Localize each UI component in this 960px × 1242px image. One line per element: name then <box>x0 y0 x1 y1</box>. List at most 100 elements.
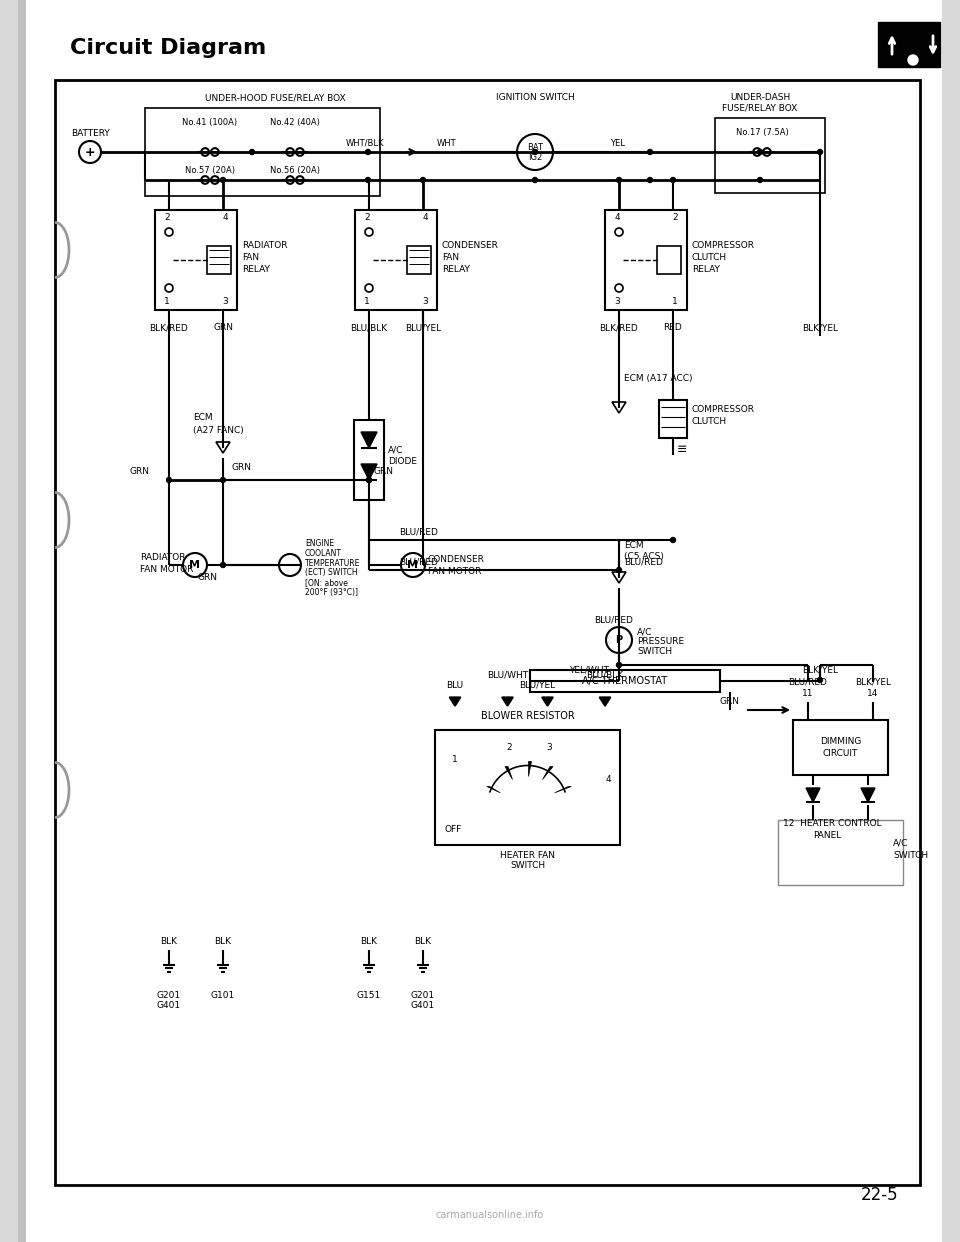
Text: +: + <box>84 145 95 159</box>
Text: BLU/RED: BLU/RED <box>624 558 662 566</box>
Text: BAT: BAT <box>527 143 543 152</box>
Text: CONDENSER: CONDENSER <box>428 554 485 564</box>
Circle shape <box>533 178 538 183</box>
Text: BLU/RED: BLU/RED <box>399 558 438 566</box>
Text: 2: 2 <box>672 214 678 222</box>
Text: G101: G101 <box>211 991 235 1000</box>
Polygon shape <box>505 766 513 780</box>
Polygon shape <box>541 697 553 705</box>
Text: No.17 (7.5A): No.17 (7.5A) <box>735 128 788 137</box>
Circle shape <box>908 55 918 65</box>
Text: IGNITION SWITCH: IGNITION SWITCH <box>495 93 574 103</box>
Polygon shape <box>527 760 531 775</box>
Text: BLK/RED: BLK/RED <box>150 323 188 333</box>
Text: BLK: BLK <box>415 938 431 946</box>
Text: PRESSURE: PRESSURE <box>637 637 684 647</box>
Text: G201: G201 <box>411 991 435 1000</box>
Text: PANEL: PANEL <box>813 831 841 840</box>
Bar <box>355 210 437 310</box>
Text: IG2: IG2 <box>528 154 542 163</box>
Bar <box>715 118 825 193</box>
Circle shape <box>221 563 226 568</box>
Circle shape <box>367 477 372 482</box>
Text: BLU/RED: BLU/RED <box>594 616 634 625</box>
Bar <box>878 22 940 67</box>
Text: 3: 3 <box>614 298 620 307</box>
Polygon shape <box>361 465 377 479</box>
Circle shape <box>818 677 823 683</box>
Text: BLU/BLK: BLU/BLK <box>350 323 388 333</box>
Text: YEL/WHT: YEL/WHT <box>569 666 609 674</box>
Text: GRN: GRN <box>720 698 740 707</box>
Text: CLUTCH: CLUTCH <box>691 417 726 426</box>
Polygon shape <box>487 786 500 792</box>
Text: GRN: GRN <box>213 323 233 333</box>
Text: A/C THERMOSTAT: A/C THERMOSTAT <box>583 676 667 686</box>
Bar <box>530 669 720 692</box>
Text: RELAY: RELAY <box>692 265 720 273</box>
Bar <box>657 246 681 274</box>
Text: No.56 (20A): No.56 (20A) <box>270 165 320 174</box>
Text: FUSE/RELAY BOX: FUSE/RELAY BOX <box>722 103 798 113</box>
Bar <box>793 720 888 775</box>
Text: ECM (A17 ACC): ECM (A17 ACC) <box>624 374 692 383</box>
Text: BLK: BLK <box>361 938 377 946</box>
Text: OFF: OFF <box>444 826 462 835</box>
Polygon shape <box>861 787 875 802</box>
Text: FAN: FAN <box>442 252 459 262</box>
Text: 22-5: 22-5 <box>861 1186 899 1203</box>
Polygon shape <box>542 766 553 780</box>
Text: 3: 3 <box>422 298 428 307</box>
Circle shape <box>818 149 823 154</box>
Text: BATTERY: BATTERY <box>71 129 109 139</box>
Circle shape <box>757 178 762 183</box>
Text: 1: 1 <box>672 298 678 307</box>
Circle shape <box>647 178 653 183</box>
Text: FAN MOTOR: FAN MOTOR <box>140 565 193 574</box>
Text: G201: G201 <box>156 991 181 1000</box>
Bar <box>207 246 231 274</box>
Text: No.42 (40A): No.42 (40A) <box>270 118 320 127</box>
Text: COMPRESSOR: COMPRESSOR <box>691 405 754 415</box>
Text: 2: 2 <box>164 214 170 222</box>
Bar <box>18 0 26 1242</box>
Text: BLK/RED: BLK/RED <box>600 323 638 333</box>
Polygon shape <box>555 786 571 792</box>
Text: CIRCUIT: CIRCUIT <box>823 749 858 759</box>
Bar <box>605 210 687 310</box>
Circle shape <box>616 568 621 573</box>
Text: GRN: GRN <box>374 467 394 477</box>
Text: ECM: ECM <box>193 414 212 422</box>
Text: BLU/YEL: BLU/YEL <box>405 323 441 333</box>
Text: 12  HEATER CONTROL: 12 HEATER CONTROL <box>783 818 881 827</box>
Text: 200°F (93°C)]: 200°F (93°C)] <box>305 589 358 597</box>
Text: CLUTCH: CLUTCH <box>692 252 727 262</box>
Text: COMPRESSOR: COMPRESSOR <box>692 241 755 250</box>
Text: 11: 11 <box>803 689 814 698</box>
Text: RELAY: RELAY <box>442 265 469 273</box>
Text: BLU/BLK: BLU/BLK <box>587 671 624 679</box>
Text: UNDER-HOOD FUSE/RELAY BOX: UNDER-HOOD FUSE/RELAY BOX <box>205 93 346 103</box>
Polygon shape <box>361 432 377 448</box>
Text: A/C: A/C <box>388 446 403 455</box>
Text: 2: 2 <box>364 214 370 222</box>
Text: 3: 3 <box>546 744 552 753</box>
Text: RADIATOR: RADIATOR <box>140 553 185 561</box>
Text: BLU: BLU <box>446 681 464 689</box>
Bar <box>145 108 380 196</box>
Text: 1: 1 <box>364 298 370 307</box>
Circle shape <box>366 178 371 183</box>
Circle shape <box>670 178 676 183</box>
Text: FAN MOTOR: FAN MOTOR <box>428 566 481 575</box>
Bar <box>435 730 620 845</box>
Text: TEMPERATURE: TEMPERATURE <box>305 559 360 568</box>
Text: (A27 FANC): (A27 FANC) <box>193 426 244 435</box>
Text: BLK: BLK <box>214 938 231 946</box>
Text: M: M <box>407 560 419 570</box>
Circle shape <box>221 477 226 482</box>
Text: [ON: above: [ON: above <box>305 579 348 587</box>
Text: 4: 4 <box>222 214 228 222</box>
Text: 3: 3 <box>222 298 228 307</box>
Text: BLK/YEL: BLK/YEL <box>802 323 838 333</box>
Text: BLK/YEL: BLK/YEL <box>855 677 891 687</box>
